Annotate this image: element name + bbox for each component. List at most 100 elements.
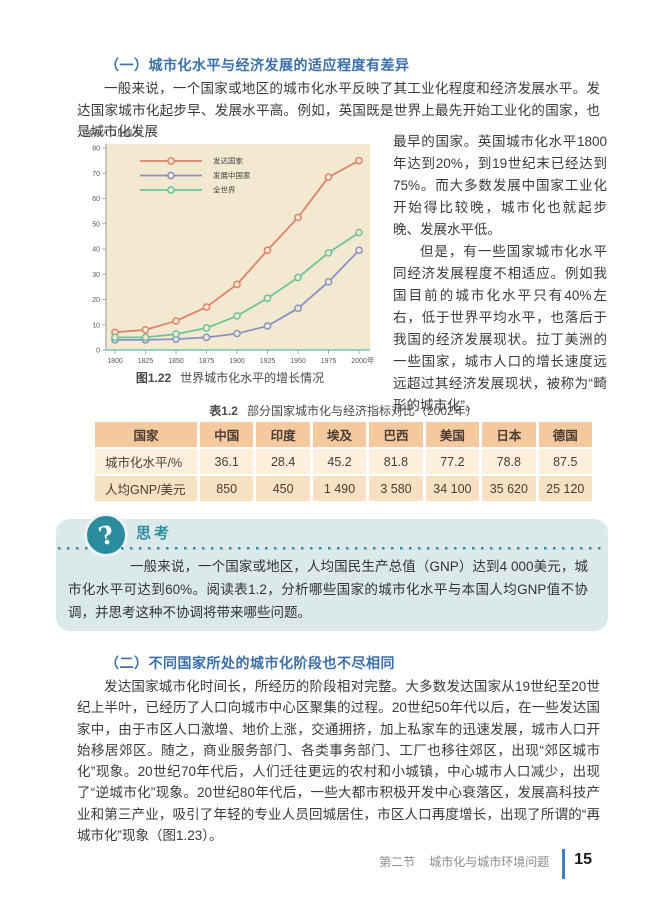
urbanization-line-chart: 城市人口比重/% 0 10 20 30 40 50 60 70 80 1800 1825 1850 187… xyxy=(85,128,375,365)
table-cell: 87.5 xyxy=(538,449,592,474)
y-tick-label: 20 xyxy=(92,297,100,304)
figure-caption-text: 世界城市化水平的增长情况 xyxy=(180,371,325,385)
chart-marker-2 xyxy=(355,228,363,237)
chart-marker-2 xyxy=(324,248,333,257)
table-cell: 埃及 xyxy=(312,422,367,447)
y-tick-label: 30 xyxy=(92,272,100,279)
think-box-text: 一般来说，一个国家或地区，人均国民生产总值（GNP）达到4 000美元，城市化水… xyxy=(68,559,588,620)
y-tick-label: 60 xyxy=(92,196,100,203)
x-tick-label: 1900 xyxy=(229,358,245,365)
legend-label: 发达国家 xyxy=(213,156,243,166)
chart-marker-2 xyxy=(263,294,272,303)
section2-heading: （二）不同国家所处的城市化阶段也不尽相同 xyxy=(105,655,395,671)
indicator-table: 国家 中国 印度 埃及 巴西 美国 日本 德国 城市化水平/% 36.1 28.4 45.2 81.8 7… xyxy=(92,420,595,503)
y-tick-label: 80 xyxy=(92,146,100,153)
paragraph-text: 但是，有一些国家城市化水平同经济发展程度不相适应。例如我国目前的城市化水平只有4… xyxy=(393,244,607,413)
table-cell: 450 xyxy=(256,476,310,501)
chart-marker-2 xyxy=(111,333,119,342)
table-cell: 36.1 xyxy=(200,449,254,474)
y-tick-label: 0 xyxy=(96,348,100,355)
paragraph-text: 一般来说，一个国家或地区的城市化水平反映了其工业化程度和经济发展水平。发达国家城… xyxy=(77,81,600,139)
table-caption-text: 部分国家城市化与经济指标对比（2002年） xyxy=(246,404,478,418)
chart-marker-2 xyxy=(294,273,302,282)
x-tick-label: 1825 xyxy=(138,358,154,365)
paragraph-text: 发达国家城市化时间长，所经历的阶段相对完整。大多数发达国家从19世纪至20世纪上… xyxy=(77,679,600,844)
table-cell: 3 580 xyxy=(369,476,423,501)
chart-marker-2 xyxy=(172,330,180,338)
chart-marker-0 xyxy=(263,246,272,255)
table-header-row: 国家 中国 印度 埃及 巴西 美国 日本 德国 xyxy=(95,422,592,447)
legend-marker xyxy=(167,186,175,194)
table-row: 人均GNP/美元 850 450 1 490 3 580 34 100 35 620 25 1… xyxy=(95,476,592,501)
chart-marker-2 xyxy=(141,333,150,342)
table-cell: 78.8 xyxy=(482,449,536,474)
legend-marker xyxy=(167,157,175,165)
chart-marker-0 xyxy=(355,156,363,165)
chart-marker-2 xyxy=(233,312,241,320)
figure-caption: 图1.22 世界城市化水平的增长情况 xyxy=(84,369,376,386)
footer-section-title: 城市化与城市环境问题 xyxy=(429,855,550,869)
table-cell: 人均GNP/美元 xyxy=(95,476,197,501)
legend-marker xyxy=(167,171,175,180)
chart-marker-1 xyxy=(355,246,363,255)
x-tick-label: 1850 xyxy=(168,358,184,365)
chart-marker-1 xyxy=(263,322,272,330)
chart-marker-0 xyxy=(324,173,333,181)
legend-label: 发展中国家 xyxy=(213,170,251,180)
chart-marker-1 xyxy=(294,304,302,313)
y-tick-label: 10 xyxy=(92,322,100,329)
figure-caption-label: 图1.22 xyxy=(135,371,172,385)
section2-paragraph: 发达国家城市化时间长，所经历的阶段相对完整。大多数发达国家从19世纪至20世纪上… xyxy=(77,676,600,846)
think-box: ? 思考 一般来说，一个国家或地区，人均国民生产总值（GNP）达到4 000美元… xyxy=(56,513,608,631)
x-tick-label: 2000 xyxy=(351,358,367,365)
table-caption-label: 表1.2 xyxy=(209,404,238,418)
question-mark-glyph: ? xyxy=(95,519,117,551)
table-cell: 77.2 xyxy=(425,449,480,474)
x-tick-label: 1950 xyxy=(290,358,306,365)
x-tick-label: 1925 xyxy=(260,358,276,365)
table-cell: 1 490 xyxy=(312,476,367,501)
section1-paragraph-full: 一般来说，一个国家或地区的城市化水平反映了其工业化程度和经济发展水平。发达国家城… xyxy=(77,78,600,143)
y-tick-label: 70 xyxy=(92,171,100,178)
table-cell: 45.2 xyxy=(312,449,367,474)
y-tick-label: 40 xyxy=(92,247,100,254)
x-tick-label: 1975 xyxy=(321,358,337,365)
x-tick-label: 1800 xyxy=(107,358,123,365)
table-cell: 巴西 xyxy=(369,422,423,447)
x-axis-unit: 年 xyxy=(367,355,375,365)
table-cell: 德国 xyxy=(538,422,592,447)
figure-urbanization-chart: 城市人口比重/% 0 10 20 30 40 50 60 70 80 1800 1825 1850 187… xyxy=(84,126,376,386)
table-cell: 日本 xyxy=(482,422,536,447)
table-cell: 美国 xyxy=(425,422,480,447)
table-row: 城市化水平/% 36.1 28.4 45.2 81.8 77.2 78.8 87.5 xyxy=(95,449,592,474)
y-tick-label: 50 xyxy=(92,221,100,228)
dotted-divider xyxy=(58,547,604,550)
section1-heading: （一）城市化水平与经济发展的适应程度有差异 xyxy=(105,57,410,73)
legend-label: 全世界 xyxy=(213,185,236,195)
chart-marker-1 xyxy=(233,329,241,338)
footer-divider-bar xyxy=(562,849,566,879)
table-cell: 中国 xyxy=(200,422,254,447)
paragraph-text: 最早的国家。英国城市化水平1800年达到20%，到19世纪末已经达到75%。而大… xyxy=(393,134,607,237)
chart-marker-0 xyxy=(294,213,302,222)
table-cell: 28.4 xyxy=(256,449,310,474)
table-cell: 34 100 xyxy=(425,476,480,501)
page-number: 15 xyxy=(574,851,592,868)
footer-section-label: 第二节 xyxy=(379,855,416,869)
question-mark-icon: ? xyxy=(84,513,128,557)
table-cell: 印度 xyxy=(256,422,310,447)
chart-marker-0 xyxy=(172,317,180,325)
chart-marker-0 xyxy=(141,325,150,334)
chart-marker-1 xyxy=(202,333,211,342)
chart-marker-0 xyxy=(233,280,241,289)
y-axis-label: 城市人口比重/% xyxy=(85,128,142,138)
table-caption: 表1.2 部分国家城市化与经济指标对比（2002年） xyxy=(92,402,595,419)
table-cell: 35 620 xyxy=(482,476,536,501)
table-cell: 850 xyxy=(200,476,254,501)
section1-right-column: 最早的国家。英国城市化水平1800年达到20%，到19世纪末已经达到75%。而大… xyxy=(393,131,607,417)
think-box-title: 思考 xyxy=(136,525,173,542)
page-footer: 第二节 城市化与城市环境问题 15 xyxy=(0,849,592,879)
chart-marker-0 xyxy=(202,303,211,311)
table-cell: 国家 xyxy=(95,422,197,447)
